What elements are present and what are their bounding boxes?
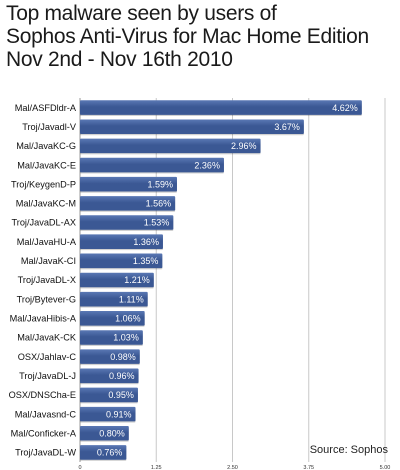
bar [80, 425, 129, 441]
chart-title: Top malware seen by users of Sophos Anti… [6, 2, 396, 71]
bar-value-label: 1.36% [133, 237, 159, 247]
category-label: Mal/JavaHU-A [17, 237, 77, 247]
bar [80, 330, 143, 345]
bar [80, 406, 136, 422]
bar [80, 100, 362, 115]
bar [80, 253, 163, 269]
bar [80, 176, 177, 192]
bar-value-label: 2.96% [231, 141, 257, 151]
x-tick-label: 2.50 [227, 465, 238, 470]
category-label: Mal/Javasnd-C [15, 409, 77, 419]
bar [80, 138, 261, 154]
title-line-1: Top malware seen by users of [6, 2, 277, 25]
category-label: Mal/JavaKC-E [17, 160, 76, 170]
category-label: Troj/JavaDL-W [15, 448, 76, 458]
bar [80, 272, 154, 288]
category-label: Troj/Bytever-G [17, 294, 76, 304]
x-axis-ticks: 0 1.25 2.50 3.75 5.00 [78, 465, 390, 470]
bars: 4.62% 3.67% 2.96% 2.36% 1.59% 1.56% 1.53% 1.36%… [80, 100, 362, 461]
category-label: Troj/JavaDL-X [18, 275, 76, 285]
bar [80, 349, 140, 364]
bar-value-label: 0.80% [99, 428, 125, 438]
x-tick-label: 3.75 [303, 465, 314, 470]
bar-value-label: 0.98% [110, 352, 136, 362]
category-label: Mal/ASFDldr-A [15, 103, 77, 113]
bar-value-label: 1.11% [119, 294, 144, 304]
bar [80, 215, 174, 230]
category-labels: Mal/ASFDldr-A Troj/Javadl-V Mal/JavaKC-G Ma… [9, 103, 77, 458]
category-label: Mal/JavaKC-G [16, 141, 76, 151]
bar-value-label: 0.95% [108, 390, 134, 400]
bar-value-label: 1.56% [146, 199, 172, 209]
bar-value-label: 0.76% [97, 448, 123, 458]
bar-value-label: 1.03% [113, 333, 139, 343]
bar-value-label: 1.53% [144, 218, 170, 228]
category-label: Mal/JavaHibis-A [10, 314, 77, 324]
bar [80, 119, 304, 135]
category-label: Mal/JavaKC-M [16, 199, 76, 209]
bar-value-label: 2.36% [194, 160, 220, 170]
bar [80, 368, 139, 384]
bar [80, 311, 145, 326]
bar-value-label: 3.67% [274, 122, 300, 132]
bar-value-label: 1.21% [124, 275, 150, 285]
bar-value-label: 0.91% [106, 409, 132, 419]
bar-value-label: 1.59% [147, 179, 173, 189]
category-label: Mal/Conficker-A [11, 428, 77, 438]
category-label: Troj/KeygenD-P [11, 179, 76, 189]
bar-value-label: 4.62% [332, 103, 358, 113]
category-label: Troj/Javadl-V [22, 122, 77, 132]
title-line-2: Sophos Anti-Virus for Mac Home Edition [6, 25, 369, 48]
category-label: OSX/Jahlav-C [18, 352, 77, 362]
bar [80, 157, 224, 173]
bar [80, 445, 127, 460]
bar [80, 196, 176, 211]
x-tick-label: 5.00 [380, 465, 391, 470]
category-label: Mal/JavaK-CI [21, 256, 76, 266]
bar [80, 291, 148, 307]
title-line-3: Nov 2nd - Nov 16th 2010 [6, 48, 233, 71]
bar-value-label: 0.96% [109, 371, 135, 381]
x-tick-label: 1.25 [151, 465, 162, 470]
category-label: Troj/JavaDL-AX [11, 218, 76, 228]
bar [80, 234, 163, 249]
category-label: Troj/JavaDL-J [19, 371, 76, 381]
category-label: Mal/JavaK-CK [17, 333, 77, 343]
x-tick-label: 0 [78, 465, 81, 470]
bar-value-label: 1.35% [133, 256, 159, 266]
source-note: Source: Sophos [309, 444, 388, 456]
bar-value-label: 1.06% [115, 314, 141, 324]
bar [80, 387, 138, 403]
category-label: OSX/DNSCha-E [9, 390, 76, 400]
